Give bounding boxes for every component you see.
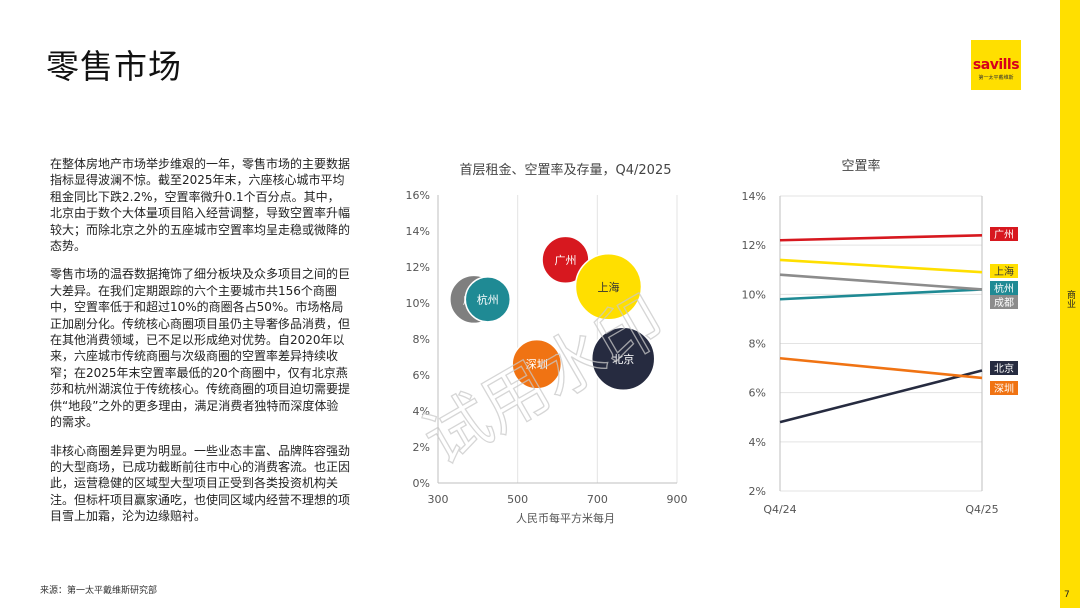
logo-subtext: 第一太平戴维斯 — [978, 75, 1014, 81]
bubble-杭州 — [464, 276, 512, 323]
bubble-label: 杭州 — [477, 292, 499, 306]
line-label-box-广州 — [990, 227, 1018, 241]
bubble-y-tick-label: 4% — [413, 405, 430, 418]
line-label-box-深圳 — [990, 381, 1018, 395]
side-accent-bar — [1060, 0, 1080, 608]
line-label-成都: 成都 — [994, 297, 1014, 309]
line-y-tick-label: 14% — [742, 190, 766, 203]
logo-text: savills — [972, 57, 1020, 73]
line-label-box-成都 — [990, 295, 1018, 309]
bubble-label: 上海 — [597, 280, 619, 294]
section-label: 商业 — [1065, 290, 1075, 308]
line-label-box-杭州 — [990, 281, 1018, 295]
line-label-杭州: 杭州 — [994, 282, 1014, 295]
bubble-y-tick-label: 0% — [413, 477, 430, 490]
bubble-北京 — [590, 326, 656, 392]
line-label-box-上海 — [990, 264, 1018, 278]
line-y-tick-label: 10% — [742, 288, 766, 301]
bubble-chart: 首层租金、空置率及存量，Q4/2025 300 500 700 900 0% 2% 4% 6% 8… — [406, 162, 688, 525]
line-y-tick-label: 8% — [749, 338, 766, 351]
line-y-tick-label: 6% — [749, 387, 766, 400]
line-label-广州: 广州 — [994, 229, 1014, 241]
bubble-y-tick-label: 10% — [406, 297, 430, 310]
line-series-杭州 — [779, 288, 983, 301]
line-label-深圳: 深圳 — [994, 383, 1014, 395]
line-series-广州 — [779, 234, 983, 242]
line-label-box-北京 — [990, 361, 1018, 375]
line-label-上海: 上海 — [994, 265, 1014, 278]
bubble-y-tick-label: 6% — [413, 369, 430, 382]
line-label-北京: 北京 — [994, 362, 1014, 375]
line-series-上海 — [779, 258, 983, 274]
bubble-x-tick-label: 300 — [428, 493, 449, 506]
bubble-x-tick-label: 500 — [507, 493, 528, 506]
body-text: 在整体房地产市场举步维艰的一年，零售市场的主要数据指标显得波澜不惊。截至2025… — [50, 156, 350, 537]
vacancy-line-chart: 空置率 2% 4% 6% 8% 10% 12% 14% Q4/24 Q4/25 广州上海杭州成都北京… — [742, 158, 1018, 516]
line-x-tick-label: Q4/25 — [965, 503, 998, 516]
bubble-x-tick-label: 900 — [667, 493, 688, 506]
line-y-tick-label: 2% — [749, 485, 766, 498]
source-note: 来源：第一太平戴维斯研究部 — [40, 586, 158, 596]
line-chart-title: 空置率 — [841, 158, 880, 174]
bubble-label: 深圳 — [526, 358, 548, 371]
paragraph-3: 非核心商圈差异更为明显。一些业态丰富、品牌阵容强劲的大型商场，已成功截断前往市中… — [50, 443, 351, 524]
line-series-北京 — [779, 369, 983, 424]
bubble-label: 北京 — [612, 352, 634, 366]
bubble-label: 广州 — [554, 254, 576, 267]
line-y-tick-label: 12% — [742, 239, 766, 252]
bubble-上海 — [574, 253, 643, 321]
bubble-x-axis-label: 人民币每平方米每月 — [516, 511, 615, 525]
bubble-y-tick-label: 14% — [406, 225, 430, 238]
bubble-y-tick-label: 16% — [406, 189, 430, 202]
bubble-y-tick-label: 12% — [406, 261, 430, 274]
page-title: 零售市场 — [46, 47, 182, 86]
paragraph-2: 零售市场的温吞数据掩饰了细分板块及众多项目之间的巨大差异。在我们定期跟踪的六个主… — [50, 267, 351, 430]
bubble-y-tick-label: 8% — [413, 333, 430, 346]
bubble-chart-title: 首层租金、空置率及存量，Q4/2025 — [460, 162, 672, 178]
bubble-y-tick-label: 2% — [413, 441, 430, 454]
savills-logo: savills 第一太平戴维斯 — [971, 40, 1021, 90]
page-number: 7 — [1064, 590, 1070, 600]
line-x-tick-label: Q4/24 — [763, 503, 796, 516]
line-series-深圳 — [779, 356, 983, 380]
line-y-tick-label: 4% — [749, 436, 766, 449]
bubble-深圳 — [511, 338, 563, 390]
line-series-成都 — [779, 273, 983, 291]
paragraph-1: 在整体房地产市场举步维艰的一年，零售市场的主要数据指标显得波澜不惊。截至2025… — [50, 157, 351, 254]
bubble-x-tick-label: 700 — [587, 493, 608, 506]
